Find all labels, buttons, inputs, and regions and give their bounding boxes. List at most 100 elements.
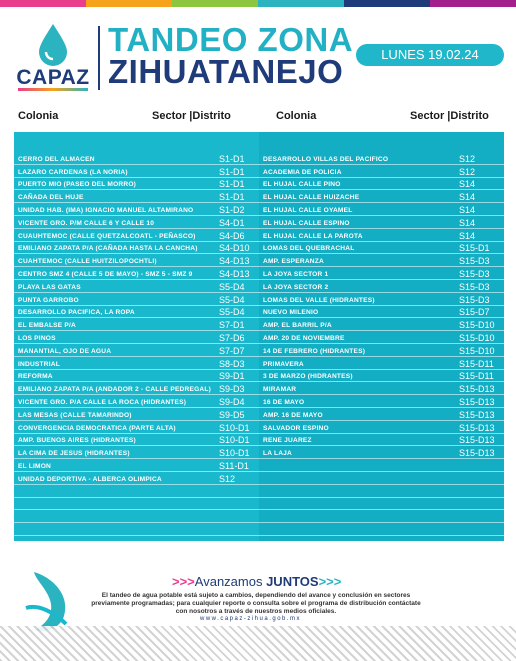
colonia-name: LA JOYA SECTOR 2 <box>263 283 329 291</box>
table-row: DESARROLLO VILLAS DEL PACIFICO S12 <box>259 152 504 165</box>
slogan-light: Avanzamos <box>194 574 267 589</box>
colonia-name: EL HUJAL CALLE OYAMEL <box>263 206 353 214</box>
table-row: 3 DE MARZO (HIDRANTES) S15-D11 <box>259 370 504 383</box>
table-row <box>259 523 504 536</box>
table-row: NUEVO MILENIO S15-D7 <box>259 306 504 319</box>
table-row: UNIDAD HAB. (IMA) IGNACIO MANUEL ALTAMIR… <box>14 203 259 216</box>
sector-distrito: S15-D13 <box>459 435 495 446</box>
sector-distrito: S7-D6 <box>219 332 245 343</box>
sector-distrito: S7-D7 <box>219 345 245 356</box>
sector-distrito: S9-D4 <box>219 396 245 407</box>
colonia-name: RENE JUAREZ <box>263 437 312 445</box>
colonia-name: LA LAJA <box>263 450 292 458</box>
colonia-name: AMP. ESPERANZA <box>263 258 324 266</box>
colonia-name: 14 DE FEBRERO (HIDRANTES) <box>263 347 366 355</box>
table-row: EL HUJAL CALLE HUIZACHE S14 <box>259 190 504 204</box>
colonia-name: INDUSTRIAL <box>18 360 60 368</box>
sector-distrito: S14 <box>459 179 476 190</box>
sector-distrito: S15-D13 <box>459 384 495 395</box>
colonia-name: LOMAS DEL QUEBRACHAL <box>263 245 355 253</box>
sector-distrito: S15-D10 <box>459 332 495 343</box>
top-bar-segment <box>172 0 258 7</box>
table-row: AMP. 20 DE NOVIEMBRE S15-D10 <box>259 331 504 344</box>
table-row: REFORMA S9-D1 <box>14 370 259 383</box>
table-row: EMILIANO ZAPATA P/A (ANDADOR 2 - CALLE P… <box>14 382 259 396</box>
sector-distrito: S4-D13 <box>219 268 250 279</box>
table-row: CONVERGENCIA DEMOCRATICA (PARTE ALTA) S10… <box>14 421 259 434</box>
table-row: CUAUHTEMOC (CALLE QUETZALCOATL - PEÑASCO… <box>14 229 259 242</box>
colonia-name: NUEVO MILENIO <box>263 309 319 317</box>
left-rows: CERRO DEL ALMACEN S1-D1 LAZARO CARDENAS (L… <box>14 152 259 536</box>
sector-distrito: S1-D1 <box>219 166 245 177</box>
top-bar-segment <box>86 0 172 7</box>
slogan: >>>Avanzamos JUNTOS>>> <box>172 574 341 589</box>
sector-distrito: S15-D3 <box>459 256 490 267</box>
slogan-arrows-right: >>> <box>318 574 342 589</box>
top-color-bar <box>0 0 516 7</box>
water-drop-icon <box>39 24 67 66</box>
colonia-name: AMP. EL BARRIL P/A <box>263 322 332 330</box>
colonia-name: CONVERGENCIA DEMOCRATICA (PARTE ALTA) <box>18 424 176 432</box>
colonia-name: REFORMA <box>18 373 53 381</box>
table-row: LA JOYA SECTOR 1 S15-D3 <box>259 267 504 280</box>
right-colonia-header: Colonia <box>276 110 317 122</box>
table-row: AMP. BUENOS AIRES (HIDRANTES) S10-D1 <box>14 434 259 447</box>
sector-distrito: S12 <box>459 166 476 177</box>
sector-distrito: S9-D5 <box>219 409 245 420</box>
colonia-name: EL HUJAL CALLE PINO <box>263 181 341 189</box>
colonia-name: EMILIANO ZAPATA P/A (CAÑADA HASTA LA CAN… <box>18 245 198 253</box>
colonia-name: LA CIMA DE JESUS (HIDRANTES) <box>18 450 130 458</box>
colonia-name: CERRO DEL ALMACEN <box>18 155 95 163</box>
sector-distrito: S1-D1 <box>219 179 245 190</box>
table-row: PLAYA LAS GATAS S5-D4 <box>14 280 259 293</box>
table-row: AMP. ESPERANZA S15-D3 <box>259 254 504 268</box>
colonia-name: EL HUJAL CALLE ESPINO <box>263 219 350 227</box>
colonia-name: UNIDAD DEPORTIVA - ALBERCA OLIMPICA <box>18 475 162 483</box>
sector-distrito: S15-D13 <box>459 448 495 459</box>
colonia-name: DESARROLLO VILLAS DEL PACIFICO <box>263 155 389 163</box>
table-row: RENE JUAREZ S15-D13 <box>259 434 504 447</box>
colonia-name: AMP. 16 DE MAYO <box>263 411 323 419</box>
sector-distrito: S12 <box>459 153 476 164</box>
table-row: PUNTA GARROBO S5-D4 <box>14 293 259 306</box>
table-row: AMP. 16 DE MAYO S15-D13 <box>259 408 504 421</box>
top-bar-segment <box>344 0 430 7</box>
colonia-name: VICENTE GRO. P/A CALLE LA ROCA (HIDRANTE… <box>18 398 187 406</box>
colonia-name: PLAYA LAS GATAS <box>18 283 81 291</box>
table-row: LOMAS DEL VALLE (HIDRANTES) S15-D3 <box>259 293 504 306</box>
website-link[interactable]: www.capaz-zihua.gob.mx <box>200 616 302 622</box>
page-title-line2: ZIHUATANEJO <box>108 53 344 90</box>
left-colonia-header: Colonia <box>18 110 59 122</box>
table-row: AMP. EL BARRIL P/A S15-D10 <box>259 318 504 332</box>
colonia-name: CENTRO SMZ 4 (CALLE 5 DE MAYO) - SMZ 5 -… <box>18 270 193 278</box>
colonia-name: LOS PINOS <box>18 334 56 342</box>
sector-distrito: S1-D1 <box>219 192 245 203</box>
colonia-name: 16 DE MAYO <box>263 398 305 406</box>
table-row: MANANTIAL, OJO DE AGUA S7-D7 <box>14 344 259 357</box>
sector-distrito: S14 <box>459 230 476 241</box>
sector-distrito: S5-D4 <box>219 281 245 292</box>
schedule-table: CERRO DEL ALMACEN S1-D1 LAZARO CARDENAS (L… <box>14 132 504 541</box>
sector-distrito: S15-D3 <box>459 281 490 292</box>
sector-distrito: S15-D11 <box>459 371 494 382</box>
sector-distrito: S15-D11 <box>459 358 494 369</box>
sector-distrito: S14 <box>459 204 476 215</box>
sector-distrito: S15-D7 <box>459 307 490 318</box>
colonia-name: EL LIMON <box>18 462 51 470</box>
table-row: MIRAMAR S15-D13 <box>259 382 504 396</box>
disclaimer-text: El tandeo de agua potable está sujeto a … <box>91 592 421 615</box>
colonia-name: PUERTO MIO (PASEO DEL MORRO) <box>18 181 137 189</box>
sector-distrito: S1-D1 <box>219 153 245 164</box>
left-column: CERRO DEL ALMACEN S1-D1 LAZARO CARDENAS (L… <box>14 132 259 541</box>
colonia-name: EL HUJAL CALLE LA PAROTA <box>263 232 363 240</box>
table-row <box>14 523 259 536</box>
colonia-name: UNIDAD HAB. (IMA) IGNACIO MANUEL ALTAMIR… <box>18 206 194 214</box>
colonia-name: 3 DE MARZO (HIDRANTES) <box>263 373 353 381</box>
sector-distrito: S4-D10 <box>219 243 250 254</box>
table-row: PUERTO MIO (PASEO DEL MORRO) S1-D1 <box>14 178 259 191</box>
table-row <box>259 472 504 485</box>
right-rows: DESARROLLO VILLAS DEL PACIFICO S12 ACADEMI… <box>259 152 504 536</box>
table-row: EL LIMON S11-D1 <box>14 459 259 472</box>
sector-distrito: S11-D1 <box>219 460 249 471</box>
colonia-name: LAZARO CARDENAS (LA NORIA) <box>18 168 128 176</box>
